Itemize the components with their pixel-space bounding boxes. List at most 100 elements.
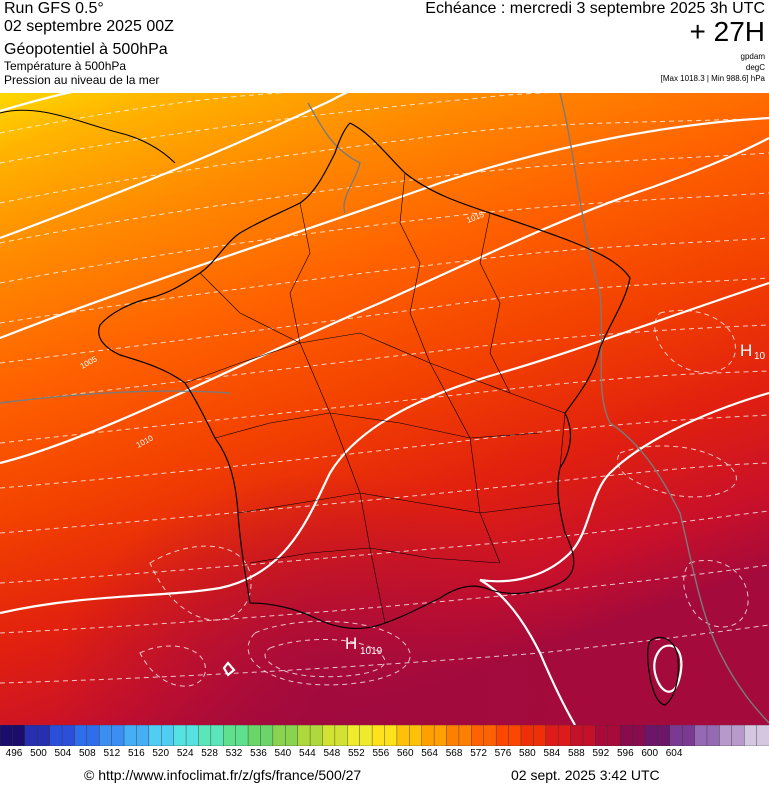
high-pressure-marker: H 10 <box>740 341 766 362</box>
color-scale-cell <box>520 725 535 746</box>
color-scale-cell <box>161 725 175 746</box>
svg-text:H: H <box>345 634 357 653</box>
color-scale-cell <box>706 725 721 746</box>
color-scale-cell <box>409 725 423 746</box>
color-scale-cell <box>297 725 311 746</box>
color-scale-cell <box>557 725 572 746</box>
color-scale-cell <box>260 725 274 746</box>
field-main-title: Géopotentiel à 500hPa <box>4 41 168 58</box>
generated-timestamp: 02 sept. 2025 3:42 UTC <box>511 767 660 783</box>
field-pressure-title: Pression au niveau de la mer <box>4 73 160 87</box>
color-scale-tick-label: 600 <box>641 748 659 759</box>
color-scale-cell <box>322 725 336 746</box>
color-scale-cell <box>471 725 485 746</box>
color-scale-tick-label: 516 <box>127 748 145 759</box>
color-scale-cell <box>247 725 262 746</box>
color-scale-cell <box>37 725 51 746</box>
color-scale-tick-label: 512 <box>103 748 121 759</box>
color-scale-cell <box>210 725 224 746</box>
color-scale-cell <box>743 725 758 746</box>
color-scale-cell <box>495 725 510 746</box>
color-scale-tick-label: 584 <box>543 748 561 759</box>
color-scale-cell <box>198 725 212 746</box>
color-scale-cell <box>508 725 522 746</box>
color-scale-tick-label: 592 <box>592 748 610 759</box>
weather-map[interactable]: 1005 1010 1015 H 1019 H 10 <box>0 93 769 725</box>
color-scale-tick-label: 572 <box>470 748 487 759</box>
color-scale-tick-label: 604 <box>665 748 683 759</box>
color-scale-cell <box>111 725 125 746</box>
color-scale-cell <box>359 725 373 746</box>
color-scale-cell <box>756 725 769 746</box>
color-scale-tick-label: 528 <box>201 748 218 759</box>
color-scale-cell <box>173 725 187 746</box>
color-scale-tick-label: 560 <box>396 748 414 759</box>
isobar-lines <box>0 93 769 725</box>
color-scale-tick-label: 544 <box>299 748 316 759</box>
department-borders <box>184 172 566 624</box>
run-title: Run GFS 0.5° <box>4 0 104 17</box>
color-scale-tick-label: 524 <box>176 748 194 759</box>
color-scale-cell <box>396 725 410 746</box>
color-scale-cell <box>49 725 63 746</box>
color-scale-cell <box>694 725 708 746</box>
color-scale-cell <box>545 725 559 746</box>
color-scale-cell <box>595 725 609 746</box>
color-scale-cell <box>136 725 150 746</box>
color-scale-tick-label: 508 <box>78 748 96 759</box>
color-scale-cell <box>371 725 386 746</box>
color-scale-cell <box>582 725 597 746</box>
color-scale-tick-label: 552 <box>347 748 365 759</box>
color-scale-tick-label: 556 <box>372 748 390 759</box>
svg-text:10: 10 <box>754 351 766 362</box>
color-scale-cell <box>12 725 26 746</box>
color-scale-cell <box>570 725 584 746</box>
unit-geopotential: gpdam <box>740 52 765 61</box>
color-scale-cell <box>123 725 138 746</box>
color-scale-tick-label: 540 <box>274 748 292 759</box>
color-scale-tick-label: 548 <box>323 748 341 759</box>
color-scale-cell <box>309 725 324 746</box>
color-scale-cell <box>533 725 547 746</box>
color-scale-cell <box>185 725 200 746</box>
field-temperature-title: Température à 500hPa <box>4 59 127 73</box>
isotherm-lines <box>0 93 769 687</box>
color-scale-cell <box>446 725 460 746</box>
run-date: 02 septembre 2025 00Z <box>4 18 174 35</box>
unit-temperature: degC <box>745 63 765 72</box>
color-scale-tick-label: 568 <box>445 748 463 759</box>
color-scale-cell <box>619 725 634 746</box>
color-scale-cell <box>719 725 733 746</box>
color-scale-tick-label: 596 <box>616 748 634 759</box>
color-scale-cell <box>148 725 162 746</box>
color-scale-tick-label: 504 <box>54 748 72 759</box>
color-scale-cell <box>632 725 646 746</box>
color-scale-cell <box>285 725 299 746</box>
color-scale-cell <box>607 725 621 746</box>
land-boundary <box>0 93 769 724</box>
color-scale-cell <box>483 725 497 746</box>
color-scale-cell <box>74 725 88 746</box>
color-scale-cell <box>223 725 237 746</box>
lead-time: + 27H <box>689 16 766 47</box>
color-scale-tick-label: 500 <box>30 748 47 759</box>
svg-text:1019: 1019 <box>360 646 383 657</box>
color-scale-cell <box>731 725 745 746</box>
color-scale-cell <box>347 725 361 746</box>
color-scale-cell <box>272 725 286 746</box>
color-scale-cell <box>334 725 348 746</box>
color-scale-cell <box>433 725 448 746</box>
color-scale-tick-label: 588 <box>568 748 585 759</box>
color-scale-cell <box>384 725 398 746</box>
source-url[interactable]: © http://www.infoclimat.fr/z/gfs/france/… <box>84 767 362 783</box>
color-scale-cell <box>644 725 659 746</box>
color-scale-cell <box>669 725 683 746</box>
svg-text:H: H <box>740 341 752 360</box>
color-scale-cell <box>0 725 14 746</box>
color-scale-cell <box>61 725 76 746</box>
color-scale-tick-label: 496 <box>5 748 23 759</box>
color-scale-tick-label: 576 <box>494 748 512 759</box>
color-scale-tick-label: 536 <box>250 748 267 759</box>
color-scale-cell <box>99 725 113 746</box>
color-scale-tick-label: 520 <box>152 748 170 759</box>
